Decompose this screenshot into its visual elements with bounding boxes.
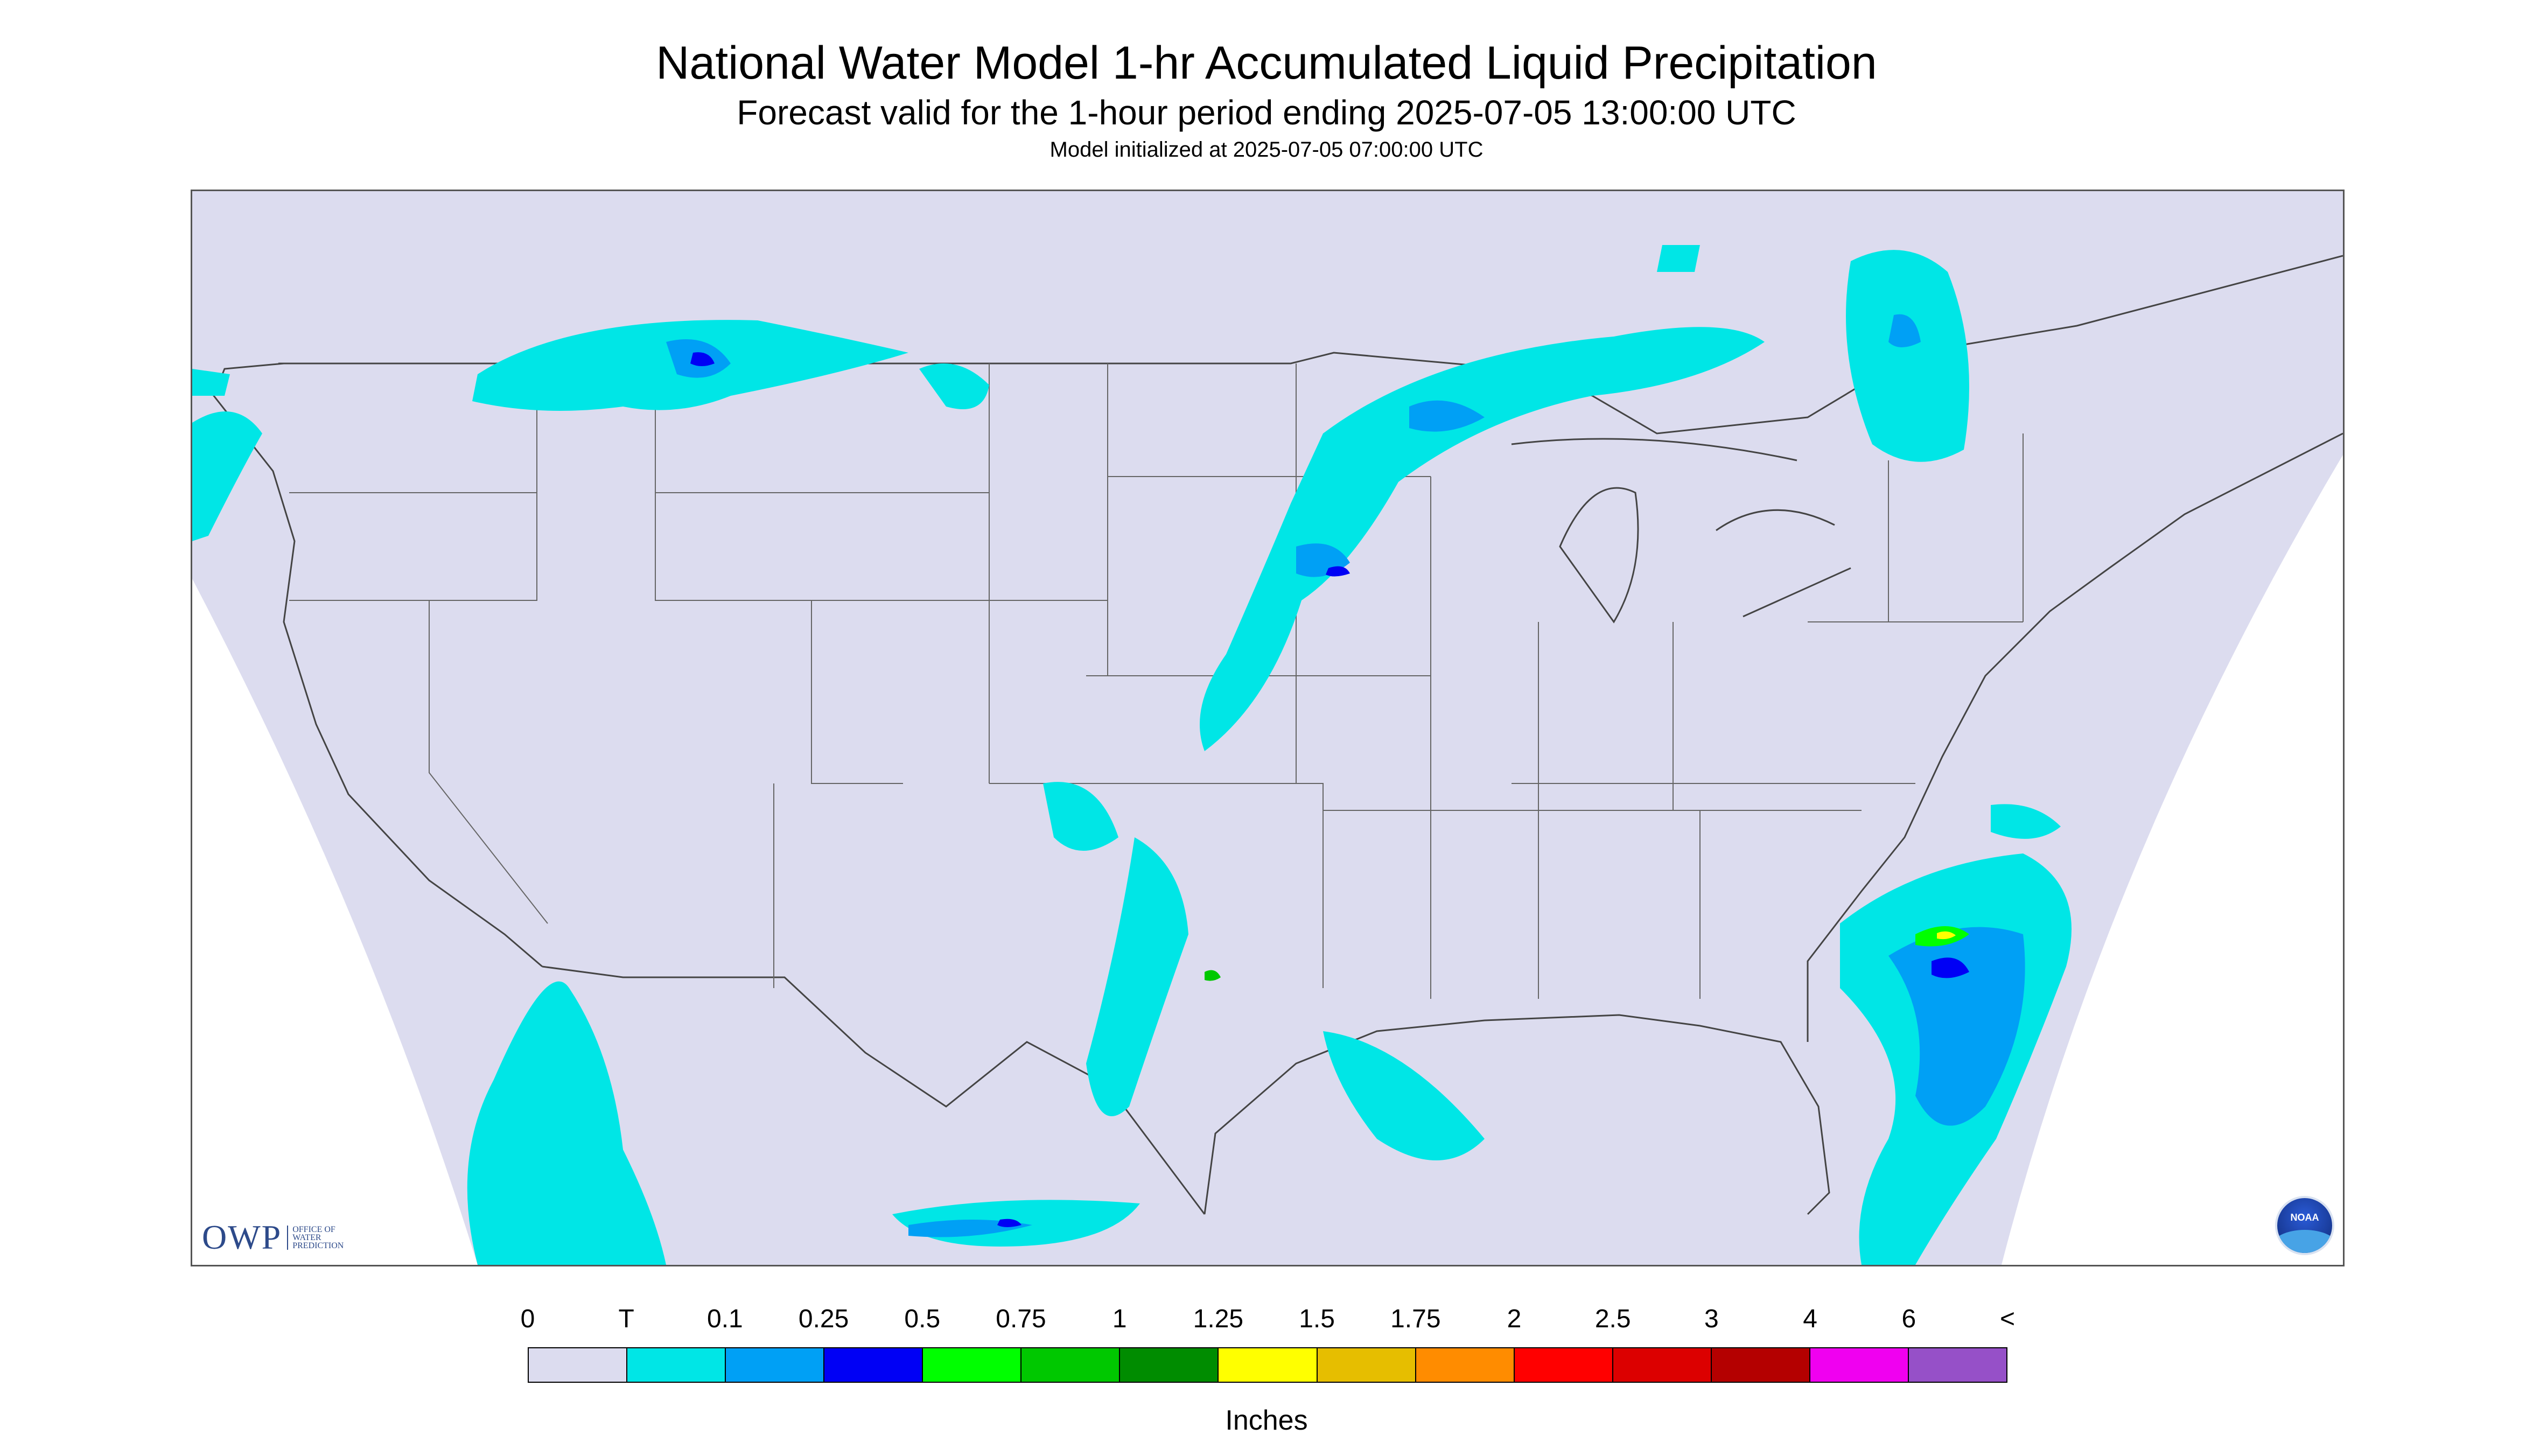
lake-huron [1716, 509, 1835, 531]
legend-tick-label: 0.5 [904, 1305, 941, 1333]
precip-upper-midwest-band [1200, 327, 1765, 751]
precip-north-dakota [919, 363, 989, 409]
legend-swatch [1219, 1348, 1318, 1382]
legend-swatch [529, 1348, 628, 1382]
legend-tick-label: 0.1 [707, 1305, 743, 1333]
precip-moderate-areas [690, 352, 1969, 1227]
precip-gulf [1323, 1031, 1485, 1160]
legend-tick-label: < [1999, 1305, 2016, 1333]
legend-tick-label: 1 [1112, 1305, 1127, 1333]
legend-swatch [1810, 1348, 1909, 1382]
map-canvas [192, 191, 2343, 1265]
precip-isolated-cell [1657, 245, 1700, 272]
legend-tick-label: 1.25 [1193, 1305, 1244, 1333]
precip-map: OWP Office of Water Prediction NOAA [191, 190, 2345, 1266]
legend-tick-label: 0.75 [996, 1305, 1046, 1333]
legend-swatch [923, 1348, 1022, 1382]
noaa-logo: NOAA [2275, 1196, 2334, 1255]
legend-tick-label: 0.25 [798, 1305, 849, 1333]
precip-heavy-cells [1205, 926, 1969, 981]
gulf-coastline [1203, 1014, 1830, 1215]
model-init-text: Model initialized at 2025-07-05 07:00:00… [1049, 138, 1484, 162]
legend-tick-label: 3 [1704, 1305, 1719, 1333]
legend-tick-label: 4 [1803, 1305, 1817, 1333]
lake-superior [1511, 438, 1797, 461]
legend-tick-label: T [618, 1305, 634, 1333]
precip-baja-pacific [467, 981, 666, 1265]
legend-tick-label: 0 [520, 1305, 535, 1333]
precip-pacific-northwest [192, 411, 262, 541]
legend-colorbar [528, 1347, 2007, 1383]
precip-trace-areas [192, 245, 2072, 1265]
legend-swatch [726, 1348, 825, 1382]
legend-swatch [1021, 1348, 1121, 1382]
legend-swatch [1908, 1348, 2006, 1382]
east-coastline [1807, 432, 2343, 1042]
legend-tick-label: 2.5 [1594, 1305, 1631, 1333]
owp-logo-text: OWP [202, 1218, 282, 1256]
legend-swatch [1711, 1348, 1810, 1382]
owp-logo-subtext: Office of Water Prediction [287, 1225, 357, 1250]
map-title: National Water Model 1-hr Accumulated Li… [656, 37, 1877, 89]
legend-swatch [1120, 1348, 1219, 1382]
northern-border [278, 255, 2343, 435]
legend-swatch [1613, 1348, 1712, 1382]
legend-swatch [1317, 1348, 1416, 1382]
legend-swatch [1416, 1348, 1515, 1382]
map-subtitle: Forecast valid for the 1-hour period end… [737, 93, 1796, 132]
legend-units: Inches [1225, 1405, 1308, 1436]
legend-tick-label: 1.75 [1390, 1305, 1441, 1333]
lake-michigan [1559, 487, 1639, 624]
precip-oklahoma [1043, 782, 1118, 851]
projection-edge-left [192, 579, 478, 1265]
legend-tick-label: 2 [1507, 1305, 1522, 1333]
lake-erie [1743, 567, 1851, 618]
precip-texas-band [1086, 837, 1188, 1116]
precip-ontario [1846, 250, 1969, 462]
legend-swatch [1514, 1348, 1613, 1382]
legend-swatch [824, 1348, 923, 1382]
owp-logo: OWP Office of Water Prediction [202, 1217, 357, 1257]
legend-tick-label: 6 [1901, 1305, 1916, 1333]
legend-tick-label: 1.5 [1299, 1305, 1335, 1333]
projection-edge-right [2002, 455, 2343, 1265]
noaa-logo-text: NOAA [2290, 1212, 2319, 1223]
legend-swatch [627, 1348, 726, 1382]
